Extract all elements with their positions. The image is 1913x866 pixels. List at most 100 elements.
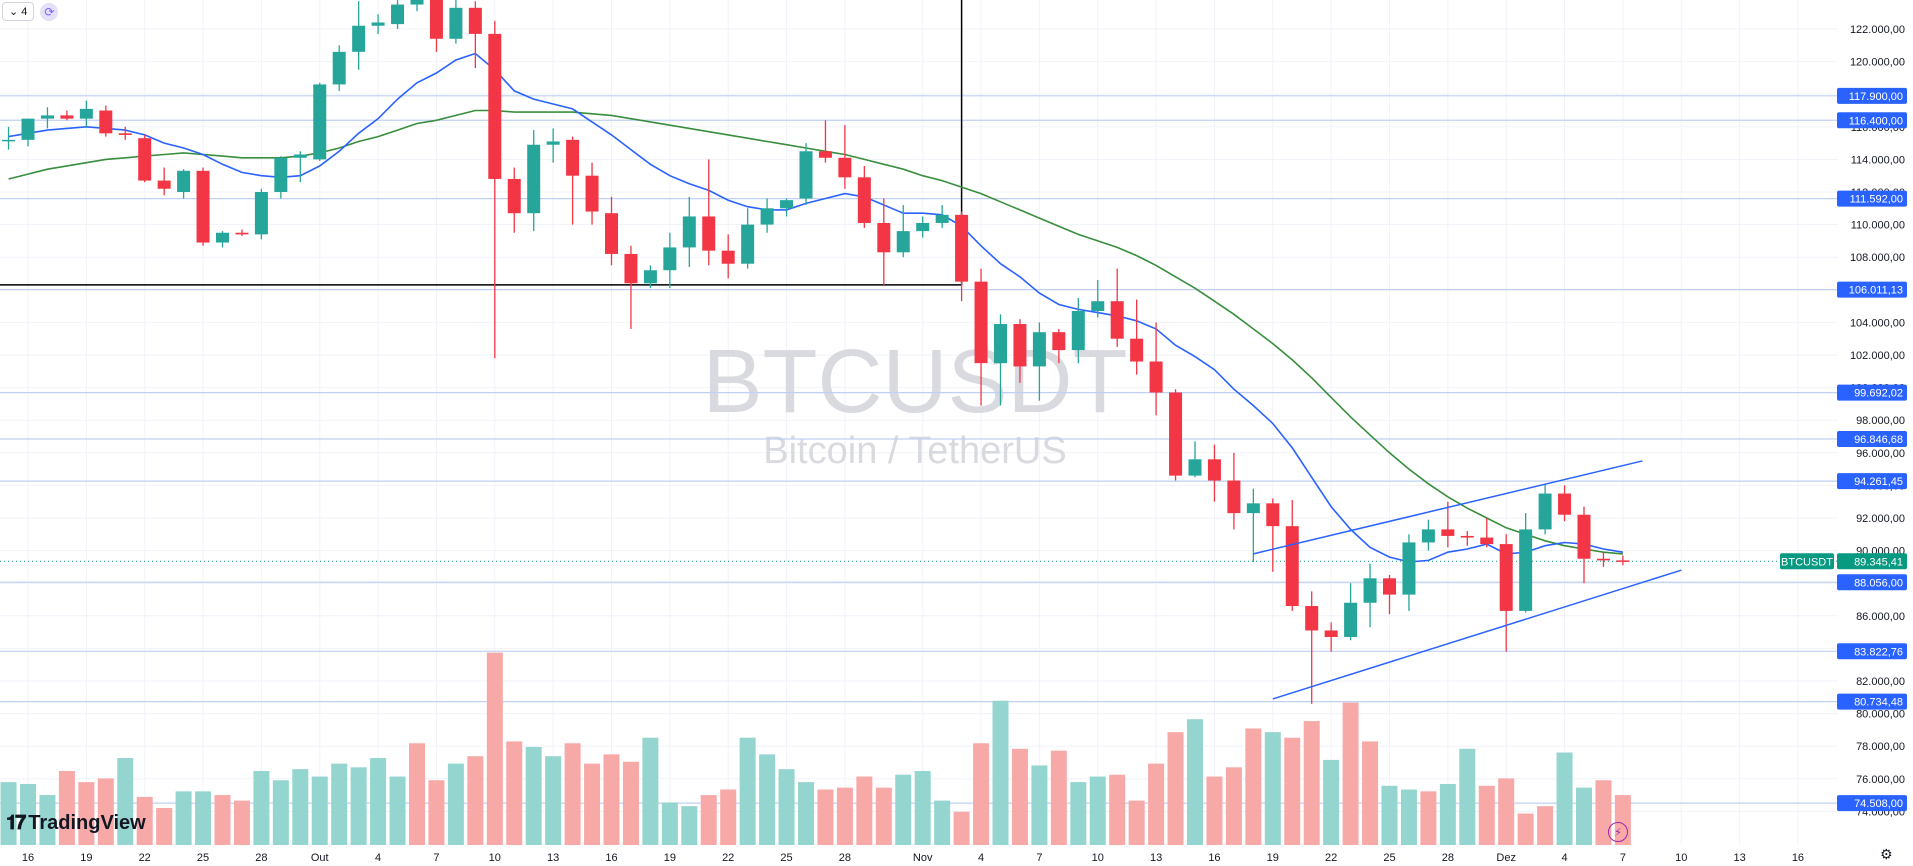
candle-body <box>1558 493 1572 515</box>
time-axis-tick: 13 <box>1733 852 1745 864</box>
candle-body <box>1032 332 1046 367</box>
time-axis-tick: 19 <box>1267 852 1279 864</box>
time-axis-tick: 4 <box>1561 852 1567 864</box>
time-axis-tick: 25 <box>197 852 209 864</box>
volume-bar <box>1498 778 1515 845</box>
horizontal-levels[interactable] <box>0 95 1838 804</box>
volume-bar <box>1109 774 1126 845</box>
volume-bar <box>1303 721 1320 845</box>
symbol-badge-label: BTCUSDT <box>1781 556 1833 568</box>
price-axis-tick: 82.000,00 <box>1856 676 1905 688</box>
candle-body <box>371 22 385 26</box>
interval-label: 4 <box>21 6 28 18</box>
tradingview-logo[interactable]: 𝟏𝟕 TradingView <box>6 812 146 835</box>
volume-bar <box>1089 776 1106 845</box>
price-axis-tick: 78.000,00 <box>1856 741 1905 753</box>
time-axis-tick: 28 <box>839 852 851 864</box>
current-price-label: 89.345,41 <box>1854 556 1903 568</box>
candle-body <box>1071 310 1085 351</box>
time-axis-tick: 7 <box>1036 852 1042 864</box>
level-price-label: 80.734,48 <box>1854 697 1903 709</box>
candle-body <box>663 247 677 271</box>
lightning-icon[interactable]: ⚡ <box>1608 822 1628 842</box>
price-axis-tick: 120.000,00 <box>1850 57 1905 69</box>
volume-bar <box>545 756 562 845</box>
candle-body <box>1616 560 1630 562</box>
price-axis-tick: 114.000,00 <box>1851 154 1905 166</box>
candle-body <box>1402 542 1416 595</box>
level-price-badge <box>1837 112 1907 129</box>
volume-bar <box>1148 763 1165 845</box>
candle-body <box>507 178 521 214</box>
candle-body <box>1266 503 1280 527</box>
volume-bar <box>1245 728 1262 845</box>
candle-body <box>1091 301 1105 311</box>
level-price-label: 99.692,02 <box>1854 388 1903 400</box>
volume-bar <box>1381 785 1398 845</box>
level-price-label: 96.846,68 <box>1854 434 1903 446</box>
candle-body <box>702 216 716 251</box>
volume-bar <box>1400 789 1417 845</box>
candle-body <box>40 115 54 119</box>
level-price-label: 83.822,76 <box>1854 646 1903 658</box>
volume-bar <box>58 771 75 845</box>
candle-body <box>2 139 16 142</box>
candle-body <box>1344 602 1358 637</box>
symbol-watermark: BTCUSDT Bitcoin / TetherUS <box>703 332 1128 472</box>
channel-trendlines[interactable] <box>1253 460 1682 700</box>
candle-body <box>896 231 910 253</box>
candle-body <box>605 213 618 254</box>
price-axis-tick: 76.000,00 <box>1856 774 1905 786</box>
candle-body <box>1207 459 1221 481</box>
volume-bar <box>661 802 678 845</box>
current-price-badge <box>1837 553 1907 570</box>
candle-body <box>1305 606 1319 631</box>
candle-body <box>410 0 424 5</box>
candle-body <box>1421 529 1435 543</box>
price-axis-tick: 102.000,00 <box>1850 350 1905 362</box>
candle-body <box>352 25 366 52</box>
volume-bar <box>720 789 737 845</box>
candlesticks[interactable] <box>2 0 1630 704</box>
volume-bar <box>1362 741 1379 845</box>
time-axis-tick: 16 <box>22 852 34 864</box>
candle-body <box>21 118 35 140</box>
level-price-label: 74.508,00 <box>1854 798 1903 810</box>
candle-body <box>1577 514 1591 559</box>
level-price-badge <box>1837 643 1907 660</box>
volume-bar <box>20 783 36 845</box>
time-axis-tick: 10 <box>1675 852 1687 864</box>
candle-body <box>994 324 1007 364</box>
volume-bar <box>1264 732 1281 845</box>
candle-body <box>585 175 599 212</box>
volume-bar <box>409 743 425 845</box>
refresh-icon[interactable]: ⟳ <box>40 2 59 21</box>
time-axis[interactable]: 16 19 22 25 28 Out 4 7 10 13 16 19 22 25 28 Nov 4 7 10 13 16… <box>22 852 1804 864</box>
volume-bar <box>1478 785 1495 845</box>
volume-bar <box>195 791 212 845</box>
candle-body <box>1480 537 1494 545</box>
level-price-label: 94.261,45 <box>1854 476 1903 488</box>
time-axis-tick: Dez <box>1496 852 1516 864</box>
volume-bar <box>233 800 250 845</box>
interval-button[interactable]: ⌄ 4 <box>2 2 35 21</box>
volume-bar <box>272 780 289 845</box>
time-axis-tick: 22 <box>139 852 151 864</box>
candle-body <box>79 108 93 119</box>
candle-body <box>332 51 346 85</box>
chart-toolbar: ⌄ 4 ⟳ <box>2 2 59 21</box>
candle-body <box>546 141 560 145</box>
time-axis-tick: 16 <box>1792 852 1804 864</box>
candle-body <box>1324 630 1338 637</box>
gear-icon[interactable]: ⚙ <box>1880 846 1893 862</box>
candle-body <box>1596 558 1610 561</box>
time-axis-tick: 22 <box>722 852 734 864</box>
volume-bar <box>973 743 990 845</box>
candle-body <box>1169 392 1183 476</box>
volume-bar <box>78 782 95 845</box>
watermark-description: Bitcoin / TetherUS <box>763 430 1066 472</box>
candle-body <box>624 253 638 284</box>
candle-body <box>721 250 735 264</box>
volume-bar <box>467 756 484 845</box>
